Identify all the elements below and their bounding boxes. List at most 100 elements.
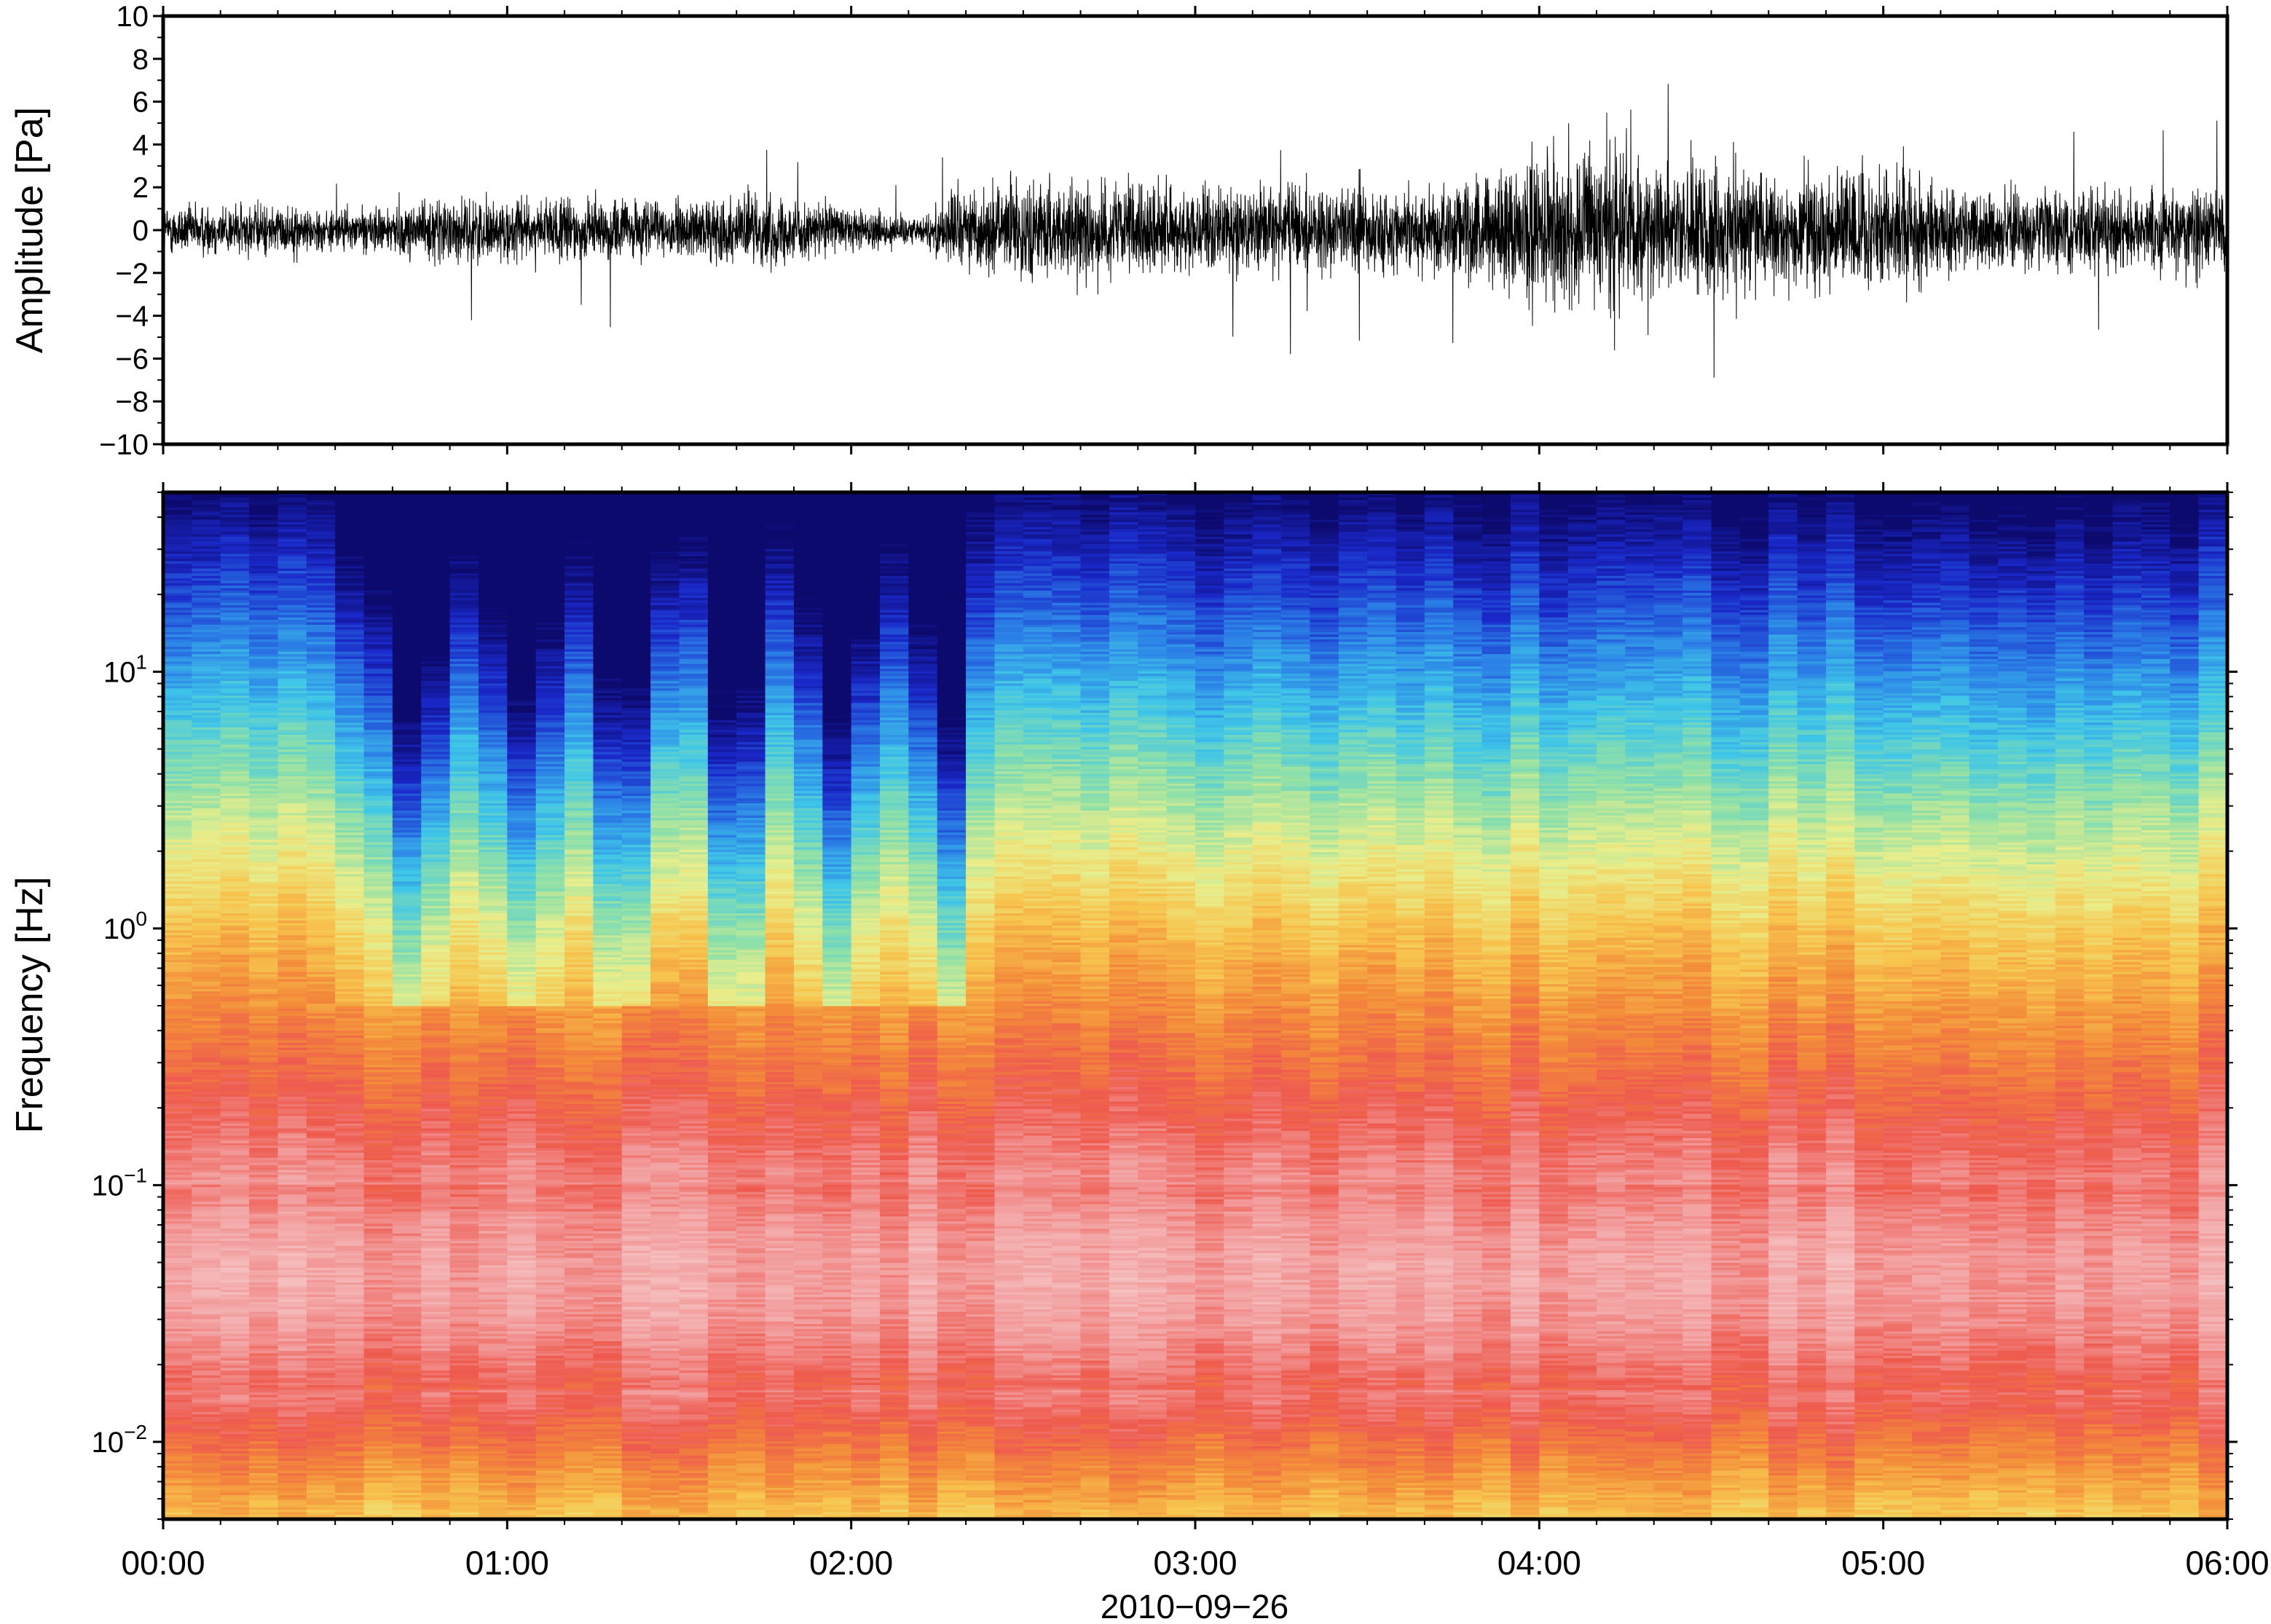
spectrogram-cell [278, 705, 307, 709]
spectrogram-cell [306, 1042, 336, 1046]
spectrogram-cell [192, 519, 221, 522]
spectrogram-cell [278, 1485, 307, 1488]
spectrogram-cell [192, 1240, 221, 1244]
spectrogram-cell [192, 1365, 221, 1368]
spectrogram-cell [306, 1392, 336, 1395]
spectrogram-cell [249, 509, 279, 513]
spectrogram-cell [278, 543, 307, 547]
spectrogram-cell [306, 1049, 336, 1053]
spectrogram-cell [306, 1451, 336, 1454]
spectrogram-cell [249, 1379, 279, 1383]
spectrogram-cell [306, 891, 336, 894]
spectrogram-cell [163, 1066, 192, 1070]
spectrogram-cell [220, 1424, 250, 1427]
spectrogram-cell [163, 1497, 192, 1500]
spectrogram-cell [192, 1408, 221, 1412]
spectrogram-cell [249, 551, 279, 554]
spectrogram-cell [192, 1215, 221, 1219]
spectrogram-cell [249, 1098, 279, 1102]
spectrogram-cell [306, 1213, 336, 1217]
spectrogram-cell [306, 1186, 336, 1190]
spectrogram-cell [306, 1431, 336, 1435]
spectrogram-cell [220, 1282, 250, 1285]
spectrogram-cell [249, 1103, 279, 1107]
spectrogram-cell [306, 1116, 336, 1119]
spectrogram-cell [220, 1032, 250, 1036]
spectrogram-cell [306, 666, 336, 669]
spectrogram-cell [306, 1035, 336, 1038]
spectrogram-cell [192, 974, 221, 977]
spectrogram-cell [278, 1240, 307, 1244]
spectrogram-cell [306, 1267, 336, 1271]
spectrogram-cell [249, 634, 279, 637]
spectrogram-cell [192, 583, 221, 586]
spectrogram-cell [163, 583, 192, 586]
spectrogram-cell [220, 727, 250, 730]
spectrogram-cell [278, 839, 307, 843]
spectrogram-cell [306, 653, 336, 657]
spectrogram-cell [306, 624, 336, 628]
spectrogram-cell [192, 832, 221, 835]
spectrogram-cell [192, 959, 221, 963]
spectrogram-cell [220, 990, 250, 994]
spectrogram-cell [163, 856, 192, 860]
waveform-trace [163, 84, 2227, 378]
spectrogram-cell [249, 1022, 279, 1026]
spectrogram-cell [192, 1509, 221, 1513]
spectrogram-cell [306, 1348, 336, 1351]
spectrogram-cell [192, 1280, 221, 1282]
spectrogram-cell [220, 527, 250, 529]
spectrogram-cell [163, 1226, 192, 1229]
spectrogram-cell [163, 1235, 192, 1239]
spectrogram-cell [249, 631, 279, 635]
spectrogram-cell [278, 1480, 307, 1483]
spectrogram-cell [306, 915, 336, 918]
spectrogram-cell [192, 617, 221, 620]
spectrogram-cell [192, 1455, 221, 1459]
spectrogram-cell [220, 815, 250, 819]
spectrogram-cell [220, 1291, 250, 1295]
spectrogram-cell [220, 1105, 250, 1109]
spectrogram-cell [249, 851, 279, 855]
spectrogram-cell [249, 776, 279, 779]
spectrogram-cell [220, 509, 250, 513]
spectrogram-cell [163, 700, 192, 703]
spectrogram-cell [192, 1440, 221, 1444]
spectrogram-cell [306, 1138, 336, 1141]
spectrogram-cell [278, 1108, 307, 1111]
spectrogram-cell [249, 1164, 279, 1168]
spectrogram-cell [306, 859, 336, 862]
spectrogram-cell [163, 895, 192, 899]
spectrogram-cell [249, 817, 279, 821]
spectrogram-cell [220, 621, 250, 625]
spectrogram-cell [306, 883, 336, 887]
spectrogram-cell [249, 1226, 279, 1229]
spectrogram-cell [249, 1196, 279, 1199]
spectrogram-cell [163, 827, 192, 830]
spectrogram-cell [192, 529, 221, 532]
spectrogram-cell [306, 1363, 336, 1366]
spectrogram-cell [249, 580, 279, 583]
spectrogram-cell [249, 869, 279, 872]
spectrogram-cell [278, 998, 307, 1001]
spectrogram-cell [163, 1223, 192, 1226]
spectrogram-cell [335, 1399, 365, 1403]
spectrogram-cell [249, 538, 279, 542]
spectrogram-cell [278, 595, 307, 598]
spectrogram-cell [278, 1446, 307, 1449]
spectrogram-cell [192, 871, 221, 875]
spectrogram-cell [192, 783, 221, 787]
spectrogram-cell [278, 585, 307, 588]
spectrogram-cell [220, 646, 250, 650]
spectrogram-cell [220, 1360, 250, 1363]
spectrogram-cell [192, 1357, 221, 1361]
spectrogram-cell [163, 1247, 192, 1251]
spectrogram-cell [163, 529, 192, 532]
spectrogram-cell [192, 1157, 221, 1161]
spectrogram-cell [163, 1470, 192, 1473]
spectrogram-cell [220, 969, 250, 972]
spectrogram-cell [192, 717, 221, 720]
spectrogram-cell [306, 758, 336, 762]
spectrogram-cell [192, 1301, 221, 1305]
spectrogram-cell [306, 1253, 336, 1256]
